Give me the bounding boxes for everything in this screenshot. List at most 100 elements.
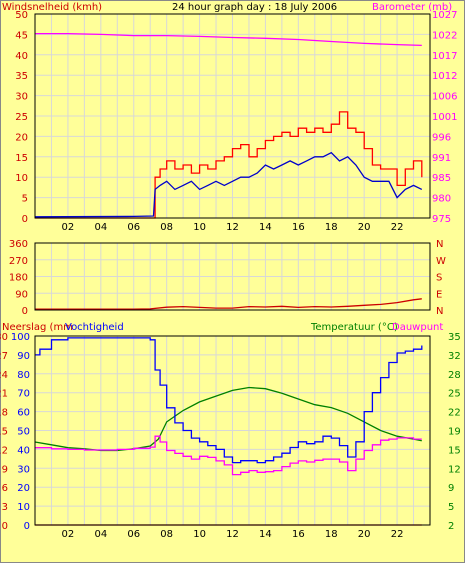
- barometer-y-tick-label: 991: [432, 153, 451, 164]
- wind-y-tick-label: 20: [15, 132, 28, 143]
- barometer-y-tick-label: 975: [432, 214, 451, 225]
- temperature-y-tick-label: 9: [448, 483, 454, 494]
- rain-y-tick-label: 18: [0, 408, 8, 419]
- direction-y-tick-label: 90: [15, 289, 28, 300]
- wind-barometer-panel: 0 5 10 15 20 25 30 35 40 45 50 975 980 985 991 996 1001 1…: [15, 10, 457, 233]
- dewpoint-axis-label: Dauwpunt: [392, 322, 443, 333]
- humidity-y-tick-label: 70: [17, 389, 30, 400]
- direction-compass-label: E: [436, 289, 442, 300]
- humidity-y-tick-label: 30: [17, 464, 30, 475]
- humidity-x-tick-label: 22: [391, 529, 404, 540]
- direction-compass-label: S: [436, 273, 442, 284]
- humidity-x-tick-label: 14: [259, 529, 272, 540]
- humidity-y-tick-label: 10: [17, 502, 30, 513]
- wind-x-tick-label: 08: [160, 222, 173, 233]
- barometer-y-tick-label: 980: [432, 194, 451, 205]
- rain-y-tick-label: 24: [0, 370, 8, 381]
- wind-y-tick-label: 45: [15, 30, 28, 41]
- rain-y-tick-label: 21: [0, 389, 8, 400]
- wind-y-tick-label: 40: [15, 51, 28, 62]
- barometer-y-tick-label: 1012: [432, 71, 457, 82]
- barometer-line: [35, 32, 422, 47]
- humidity-y-tick-label: 60: [17, 408, 30, 419]
- temperature-y-tick-label: 2: [448, 521, 454, 532]
- barometer-y-tick-label: 1017: [432, 51, 457, 62]
- humidity-y-tick-label: 0: [24, 521, 30, 532]
- wind-y-tick-label: 30: [15, 92, 28, 103]
- humidity-y-tick-label: 50: [17, 427, 30, 438]
- wind-x-tick-label: 16: [292, 222, 305, 233]
- wind-x-tick-label: 10: [193, 222, 206, 233]
- humidity-y-tick-label: 100: [11, 332, 30, 343]
- temperature-y-tick-label: 28: [448, 370, 461, 381]
- wind-x-tick-label: 06: [127, 222, 140, 233]
- direction-y-tick-label: 360: [9, 239, 28, 250]
- temperature-y-tick-label: 25: [448, 389, 461, 400]
- direction-y-tick-label: 270: [9, 256, 28, 267]
- wind-y-tick-label: 5: [22, 194, 28, 205]
- humidity-temperature-panel: 0031062093012401550186021702480279030100…: [0, 332, 461, 540]
- wind-x-tick-label: 20: [358, 222, 371, 233]
- barometer-y-tick-label: 1001: [432, 112, 457, 123]
- barometer-y-tick-label: 1027: [432, 10, 457, 21]
- chart-title: 24 hour graph day : 18 July 2006: [172, 2, 337, 13]
- direction-compass-label: W: [436, 256, 446, 267]
- wind-x-tick-label: 22: [391, 222, 404, 233]
- temperature-y-tick-label: 15: [448, 445, 461, 456]
- barometer-y-tick-label: 1022: [432, 30, 457, 41]
- humidity-x-tick-label: 12: [226, 529, 239, 540]
- rain-y-tick-label: 30: [0, 332, 8, 343]
- rain-axis-label: Neerslag (mm: [2, 322, 73, 333]
- wind-x-tick-label: 04: [94, 222, 107, 233]
- wind-y-tick-label: 0: [22, 214, 28, 225]
- temperature-y-tick-label: 22: [448, 408, 461, 419]
- wind-direction-line: [35, 298, 422, 310]
- direction-frame: [34, 242, 431, 311]
- gust-line: [35, 111, 423, 219]
- temperature-y-tick-label: 32: [448, 351, 461, 362]
- rain-y-tick-label: 0: [2, 521, 8, 532]
- wind-y-tick-label: 50: [15, 10, 28, 21]
- rain-y-tick-label: 15: [0, 427, 8, 438]
- temperature-y-tick-label: 5: [448, 502, 454, 513]
- wind-x-tick-label: 14: [259, 222, 272, 233]
- humidity-x-tick-label: 20: [358, 529, 371, 540]
- humidity-y-tick-label: 20: [17, 483, 30, 494]
- rain-y-tick-label: 6: [2, 483, 8, 494]
- temperature-y-tick-label: 35: [448, 332, 461, 343]
- direction-compass-label: N: [436, 239, 443, 250]
- wind-speed-line: [34, 151, 423, 218]
- humidity-x-tick-label: 04: [94, 529, 107, 540]
- humidity-x-tick-label: 02: [62, 529, 75, 540]
- barometer-axis-label: Barometer (mb): [372, 2, 452, 13]
- humidity-line: [35, 337, 423, 464]
- humidity-y-tick-label: 80: [17, 370, 30, 381]
- humidity-x-tick-label: 18: [325, 529, 338, 540]
- dewpoint-line: [35, 435, 422, 476]
- wind-y-tick-label: 15: [15, 153, 28, 164]
- humidity-x-tick-label: 06: [127, 529, 140, 540]
- humidity-x-tick-label: 16: [292, 529, 305, 540]
- wind-x-tick-label: 18: [325, 222, 338, 233]
- temperature-axis-label: Temperatuur (°C): [310, 322, 398, 333]
- barometer-y-tick-label: 985: [432, 173, 451, 184]
- wind-y-tick-label: 35: [15, 71, 28, 82]
- temperature-y-tick-label: 19: [448, 427, 461, 438]
- wind-axis-label: Windsnelheid (kmh): [2, 2, 102, 13]
- humidity-axis-label: Vochtigheid: [65, 322, 124, 333]
- wind-frame: [34, 13, 431, 219]
- wind-y-tick-label: 25: [15, 112, 28, 123]
- direction-compass-label: N: [436, 306, 443, 317]
- rain-y-tick-label: 9: [2, 464, 8, 475]
- rain-y-tick-label: 3: [2, 502, 8, 513]
- wind-x-tick-label: 12: [226, 222, 239, 233]
- humidity-x-tick-label: 10: [193, 529, 206, 540]
- temperature-y-tick-label: 12: [448, 464, 461, 475]
- wind-y-tick-label: 10: [15, 173, 28, 184]
- wind-x-tick-label: 02: [62, 222, 75, 233]
- direction-y-tick-label: 0: [22, 306, 28, 317]
- humidity-y-tick-label: 40: [17, 445, 30, 456]
- barometer-y-tick-label: 1006: [432, 92, 457, 103]
